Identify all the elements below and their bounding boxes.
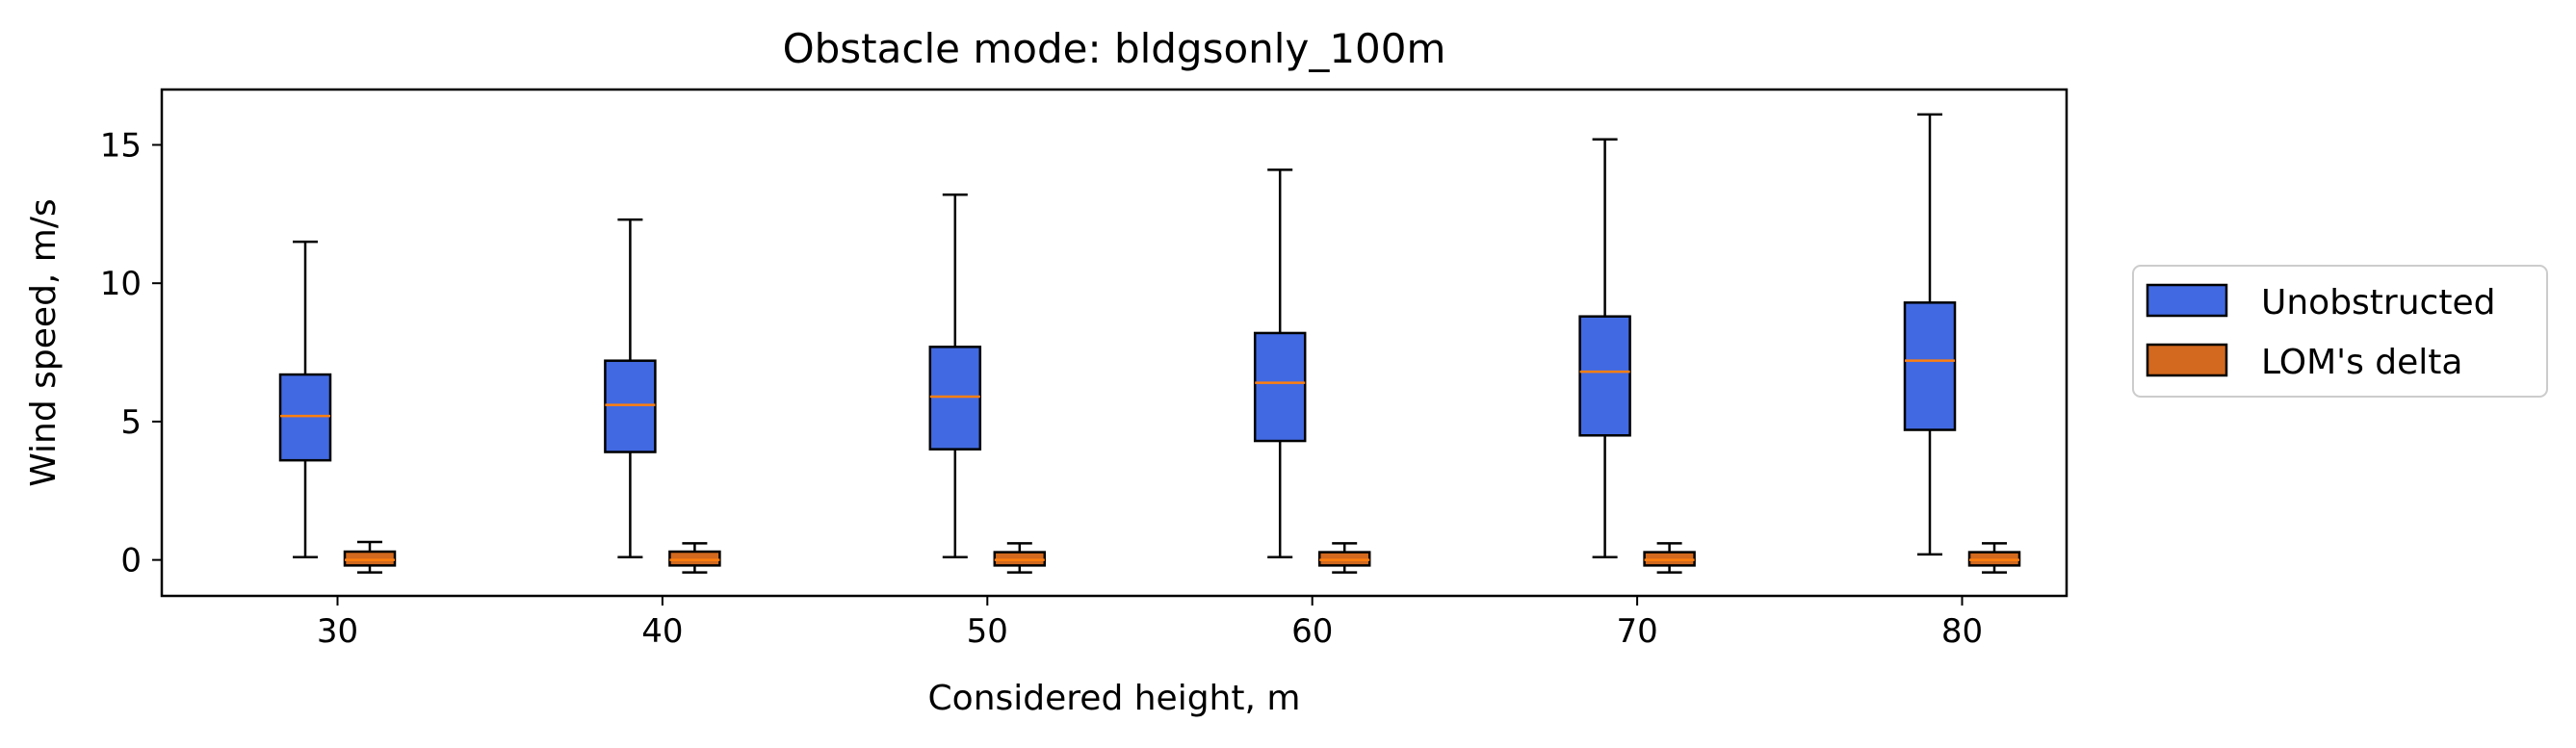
chart-title: Obstacle mode: bldgsonly_100m xyxy=(783,25,1446,72)
box-lom-s-delta-80 xyxy=(1967,542,2021,574)
legend-swatch-loms-delta xyxy=(2146,343,2228,377)
y-axis-ticks: 0 5 10 15 xyxy=(100,126,162,580)
box-body xyxy=(1578,315,1631,437)
box-body xyxy=(668,550,721,567)
box-body xyxy=(1903,301,1957,431)
x-tick-label: 50 xyxy=(967,612,1008,651)
box-unobstructed-60 xyxy=(1253,168,1307,559)
box-lom-s-delta-70 xyxy=(1643,542,1696,574)
y-tick-label: 15 xyxy=(100,126,142,165)
y-tick-label: 0 xyxy=(120,542,142,580)
y-axis-label: Wind speed, m/s xyxy=(24,198,64,487)
box-body xyxy=(928,346,982,451)
box-lom-s-delta-60 xyxy=(1317,542,1371,574)
x-tick-label: 30 xyxy=(317,612,358,651)
legend-label-loms-delta: LOM's delta xyxy=(2261,343,2462,382)
y-tick-label: 10 xyxy=(100,265,142,303)
plot-marks xyxy=(278,113,2021,574)
box-lom-s-delta-40 xyxy=(668,542,721,574)
box-body xyxy=(1253,331,1307,443)
x-tick-label: 40 xyxy=(641,612,683,651)
box-unobstructed-80 xyxy=(1903,113,1957,556)
x-axis-ticks: 30 40 50 60 70 80 xyxy=(317,596,1983,651)
box-unobstructed-50 xyxy=(928,193,982,559)
x-axis-label: Considered height, m xyxy=(928,679,1301,718)
box-body xyxy=(604,359,657,453)
legend-label-unobstructed: Unobstructed xyxy=(2261,283,2495,322)
box-unobstructed-40 xyxy=(604,218,657,559)
x-tick-label: 60 xyxy=(1291,612,1333,651)
box-unobstructed-30 xyxy=(278,240,332,559)
box-unobstructed-70 xyxy=(1578,138,1631,559)
plot-area-frame xyxy=(160,88,2069,598)
x-tick-label: 80 xyxy=(1941,612,1983,651)
legend-frame xyxy=(2132,265,2548,398)
box-lom-s-delta-50 xyxy=(993,542,1047,574)
x-tick-label: 70 xyxy=(1616,612,1657,651)
legend-swatch-unobstructed xyxy=(2146,283,2228,318)
box-body xyxy=(278,373,332,462)
y-tick-label: 5 xyxy=(120,403,142,442)
box-body xyxy=(343,550,397,567)
box-lom-s-delta-30 xyxy=(343,540,397,574)
legend: Unobstructed LOM's delta xyxy=(2132,265,2548,398)
